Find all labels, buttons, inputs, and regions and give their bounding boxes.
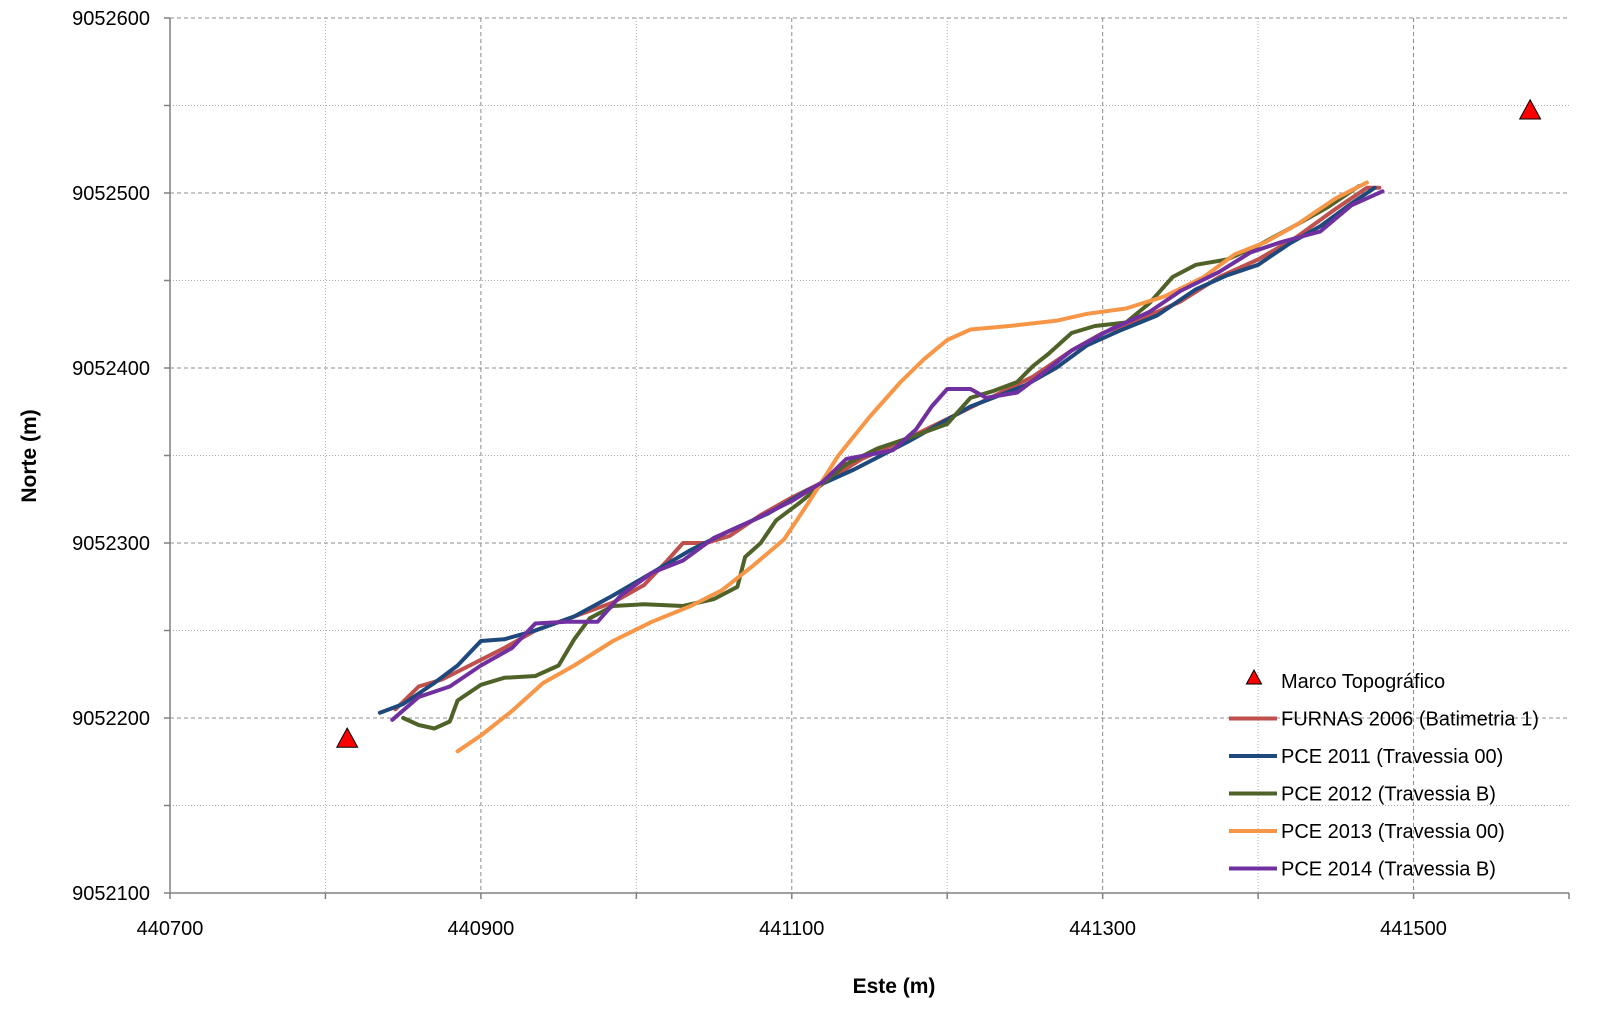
y-tick-label: 9052300 <box>72 533 150 555</box>
x-tick-label: 440900 <box>448 918 515 940</box>
legend-label: PCE 2014 (Travessia B) <box>1281 859 1496 881</box>
series-line <box>390 189 1385 722</box>
axes <box>164 17 1570 899</box>
tick-labels: 9052100 9052200 9052300 9052400 9052500 90526… <box>72 8 1447 940</box>
y-tick-label: 9052400 <box>72 358 150 380</box>
marker-triangle <box>1518 98 1542 120</box>
x-axis-title: Este (m) <box>853 975 936 998</box>
legend-label: FURNAS 2006 (Batimetria 1) <box>1281 709 1539 731</box>
x-tick-label: 441300 <box>1069 918 1136 940</box>
y-tick-label: 9052500 <box>72 183 150 205</box>
y-tick-label: 9052600 <box>72 8 150 30</box>
y-tick-label: 9052100 <box>72 883 150 905</box>
marker-points <box>335 98 1542 748</box>
x-tick-label: 441100 <box>759 918 824 940</box>
marker-triangle <box>335 726 359 748</box>
series-lines <box>377 180 1385 754</box>
x-tick-label: 441500 <box>1380 918 1447 940</box>
legend: Marco Topográfico FURNAS 2006 (Batimetria… <box>1229 668 1539 881</box>
y-axis-title: Norte (m) <box>18 409 41 502</box>
legend-marker-icon <box>1245 668 1263 685</box>
legend-label: PCE 2012 (Travessia B) <box>1281 784 1496 806</box>
legend-label: Marco Topográfico <box>1281 671 1445 693</box>
y-tick-label: 9052200 <box>72 708 150 730</box>
series-line <box>377 185 1377 715</box>
legend-label: PCE 2011 (Travessia 00) <box>1281 746 1503 768</box>
series-line <box>455 180 1369 754</box>
x-tick-label: 440700 <box>137 918 204 940</box>
legend-label: PCE 2013 (Travessia 00) <box>1281 821 1505 843</box>
